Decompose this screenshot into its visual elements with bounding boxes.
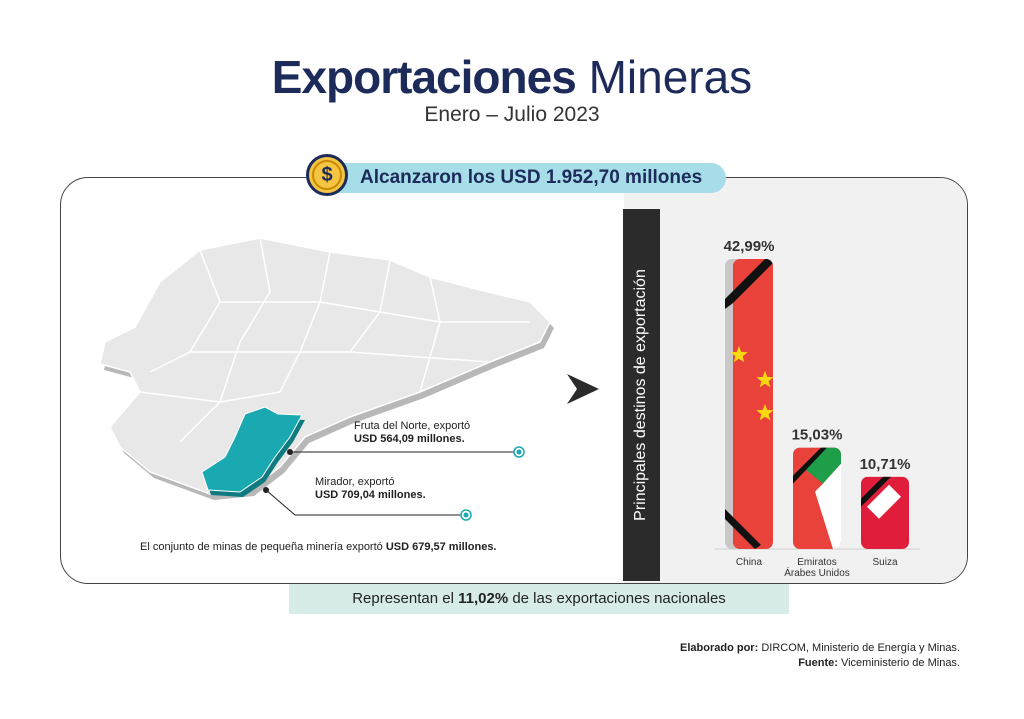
- bar-1: [725, 259, 773, 549]
- mirador-point: [263, 487, 269, 493]
- bar-3: [861, 476, 909, 549]
- bar-2-category-label: Árabes Unidos: [784, 566, 850, 579]
- bar-2-category-label: Emiratos: [797, 557, 836, 568]
- arrow-right-icon: [567, 374, 599, 404]
- fruta-del-norte-label: Fruta del Norte, exportó USD 564,09 mill…: [354, 420, 471, 445]
- title-bold: Exportaciones: [271, 51, 577, 103]
- fuente-line: Fuente: Viceministerio de Minas.: [798, 657, 960, 669]
- bar-3-value-label: 10,71%: [860, 456, 911, 473]
- ecuador-map: [99, 237, 554, 521]
- bar-3-category-label: Suiza: [872, 557, 897, 568]
- mirador-connector: [265, 489, 462, 516]
- province-borders: [139, 237, 530, 443]
- summary-box: [289, 584, 789, 614]
- zamora-chinchipe-region: [201, 406, 303, 493]
- elaborado-line: Elaborado por: DIRCOM, Ministerio de Ene…: [680, 642, 960, 654]
- chart-vertical-title: Principales destinos de exportación: [632, 269, 649, 521]
- page-subtitle: Enero – Julio 2023: [424, 103, 600, 126]
- credits: Elaborado por: DIRCOM, Ministerio de Ene…: [680, 641, 960, 671]
- chart-vertical-title-bar: [623, 209, 660, 581]
- bar-1-value-label: 42,99%: [724, 238, 775, 255]
- summary-text: Representan el 11,02% de las exportacion…: [352, 590, 726, 607]
- page-title: Exportaciones Mineras: [0, 50, 1024, 104]
- bar-2: [793, 447, 841, 549]
- bar-1-category-label: China: [736, 557, 763, 568]
- total-banner-text: Alcanzaron los USD 1.952,70 millones: [360, 167, 703, 188]
- map-land: [99, 237, 551, 495]
- dollar-coin-icon: $: [306, 154, 348, 196]
- mirador-label: Mirador, exportó USD 709,04 millones.: [315, 476, 426, 501]
- fruta-point: [287, 449, 293, 455]
- bar-2-value-label: 15,03%: [792, 427, 843, 444]
- pequena-mineria-text: El conjunto de minas de pequeña minería …: [140, 541, 497, 553]
- title-light: Mineras: [588, 51, 753, 103]
- total-banner: [322, 163, 726, 193]
